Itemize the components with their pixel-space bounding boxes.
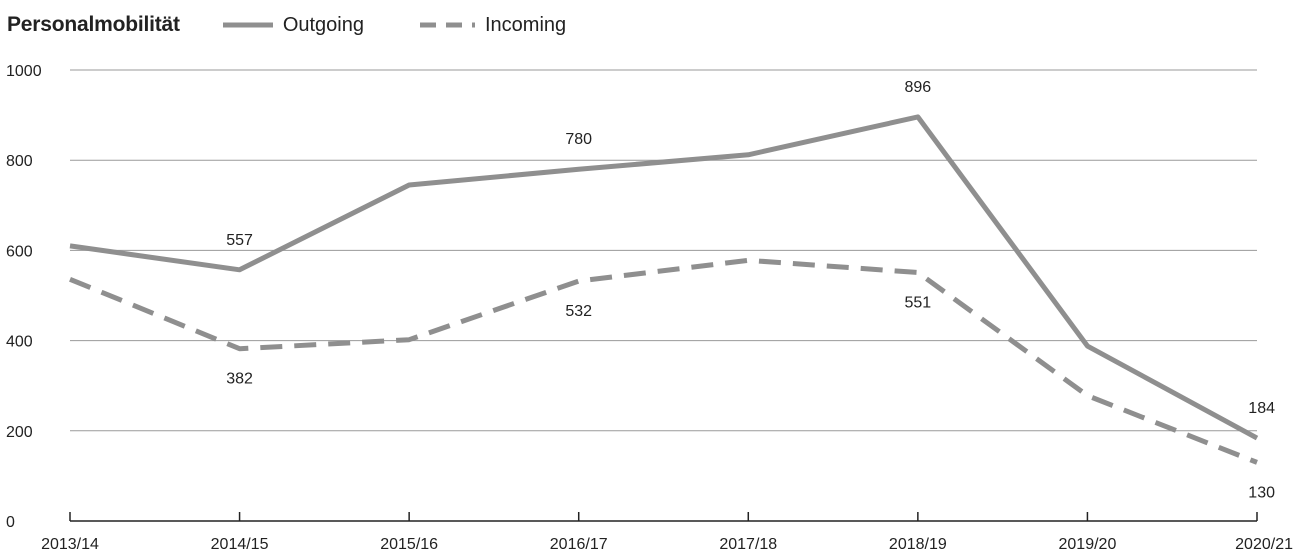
y-tick-label-200: 200 xyxy=(6,424,33,441)
x-tick-label-5: 2018/19 xyxy=(889,536,947,553)
y-tick-label-800: 800 xyxy=(6,153,33,170)
legend-label-incoming: Incoming xyxy=(484,13,567,36)
x-tick-label-6: 2019/20 xyxy=(1059,536,1117,553)
chart-title: Personalmobilität xyxy=(7,13,180,36)
legend-swatch-dashed xyxy=(419,22,475,28)
data-label-outgoing-5: 896 xyxy=(905,79,932,96)
data-label-outgoing-1: 557 xyxy=(226,232,253,249)
y-tick-label-400: 400 xyxy=(6,334,33,351)
x-tick-label-4: 2017/18 xyxy=(719,536,777,553)
y-tick-label-0: 0 xyxy=(6,514,15,531)
data-label-incoming-3: 532 xyxy=(565,303,592,320)
x-tick-label-3: 2016/17 xyxy=(550,536,608,553)
legend-label-outgoing: Outgoing xyxy=(282,13,364,36)
chart-header: Personalmobilität Outgoing Incoming xyxy=(0,10,566,40)
y-tick-label-600: 600 xyxy=(6,243,33,260)
x-tick-label-7: 2020/21 xyxy=(1235,536,1293,553)
legend-item-outgoing: Outgoing xyxy=(222,13,364,37)
legend-swatch-solid xyxy=(222,22,273,28)
x-tick-label-0: 2013/14 xyxy=(41,536,99,553)
data-label-outgoing-3: 780 xyxy=(565,131,592,148)
legend-item-incoming: Incoming xyxy=(419,13,567,37)
data-label-incoming-7: 130 xyxy=(1248,484,1275,501)
x-tick-label-2: 2015/16 xyxy=(380,536,438,553)
data-label-incoming-5: 551 xyxy=(905,294,932,311)
x-tick-label-1: 2014/15 xyxy=(211,536,269,553)
data-label-incoming-1: 382 xyxy=(226,371,253,388)
data-label-outgoing-7: 184 xyxy=(1248,400,1275,417)
series-line-outgoing xyxy=(69,114,1259,441)
series-line-incoming xyxy=(69,257,1258,465)
y-tick-label-1000: 1000 xyxy=(6,63,42,80)
